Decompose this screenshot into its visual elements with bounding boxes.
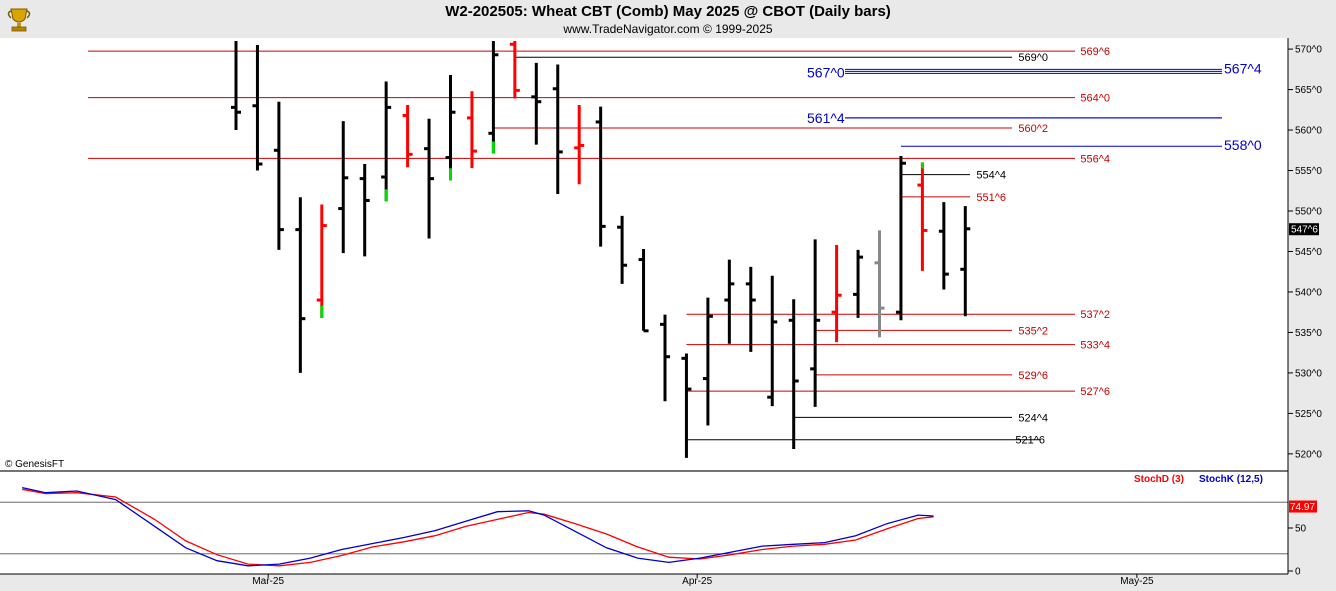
chart-title: W2-202505: Wheat CBT (Comb) May 2025 @ C… bbox=[445, 3, 891, 20]
level-label: 567^0 bbox=[807, 64, 845, 80]
stoch-value-label: 74.97 bbox=[1290, 502, 1315, 513]
level-label: 564^0 bbox=[1080, 93, 1110, 105]
price-tick-label: 545^0 bbox=[1295, 247, 1322, 258]
stochastic-lines bbox=[0, 486, 1288, 567]
price-tick-label: 555^0 bbox=[1295, 166, 1322, 177]
level-label: 569^6 bbox=[1080, 46, 1110, 58]
price-tick-label: 520^0 bbox=[1295, 449, 1322, 460]
bull-bear-trophy-icon bbox=[7, 8, 31, 32]
stoch-value-badge bbox=[1289, 500, 1317, 513]
last-price-badge bbox=[1289, 223, 1319, 236]
level-label: 527^6 bbox=[1080, 386, 1110, 398]
time-tick-label: May-25 bbox=[1120, 576, 1154, 587]
level-label: 567^4 bbox=[1224, 60, 1262, 76]
level-label: 551^6 bbox=[976, 192, 1006, 204]
time-tick-label: Apr-25 bbox=[682, 576, 712, 587]
level-label: 569^0 bbox=[1018, 52, 1048, 64]
last-price-label: 547^6 bbox=[1291, 225, 1318, 236]
level-label: 535^2 bbox=[1018, 325, 1048, 337]
price-bars bbox=[231, 41, 971, 458]
stochastic-panel bbox=[0, 472, 1288, 574]
stochd-legend: StochD (3) bbox=[1134, 474, 1184, 485]
level-label: 561^4 bbox=[807, 110, 845, 126]
copyright-label: © GenesisFT bbox=[5, 459, 64, 470]
stoch-series-line bbox=[22, 486, 934, 567]
level-label: 533^4 bbox=[1080, 340, 1110, 352]
level-label: 524^4 bbox=[1018, 412, 1048, 424]
level-label: 558^0 bbox=[1224, 137, 1262, 153]
stochk-legend: StochK (12,5) bbox=[1199, 474, 1263, 485]
chart-subtitle: www.TradeNavigator.com © 1999-2025 bbox=[563, 22, 773, 36]
level-label: 554^4 bbox=[976, 170, 1006, 182]
price-tick-label: 570^0 bbox=[1295, 45, 1322, 56]
stoch-tick-label: 0 bbox=[1295, 567, 1301, 578]
price-tick-label: 530^0 bbox=[1295, 368, 1322, 379]
axes: 570^0 565^0 560^0 555^0 550^0 545^0 540^0 535^0… bbox=[0, 38, 1322, 587]
price-tick-label: 565^0 bbox=[1295, 85, 1322, 96]
level-label: 537^2 bbox=[1080, 309, 1110, 321]
level-label: 521^6 bbox=[1015, 435, 1045, 447]
time-tick-label: Mar-25 bbox=[252, 576, 284, 587]
chart-header: W2-202505: Wheat CBT (Comb) May 2025 @ C… bbox=[0, 0, 1336, 38]
stoch-series-line bbox=[22, 488, 934, 567]
price-tick-label: 560^0 bbox=[1295, 126, 1322, 137]
stoch-tick-label: 50 bbox=[1295, 524, 1307, 535]
level-label: 556^4 bbox=[1080, 153, 1110, 165]
level-label: 529^6 bbox=[1018, 370, 1048, 382]
price-tick-label: 540^0 bbox=[1295, 287, 1322, 298]
price-tick-label: 550^0 bbox=[1295, 207, 1322, 218]
level-label: 560^2 bbox=[1018, 123, 1048, 135]
price-tick-label: 525^0 bbox=[1295, 409, 1322, 420]
price-tick-label: 535^0 bbox=[1295, 328, 1322, 339]
